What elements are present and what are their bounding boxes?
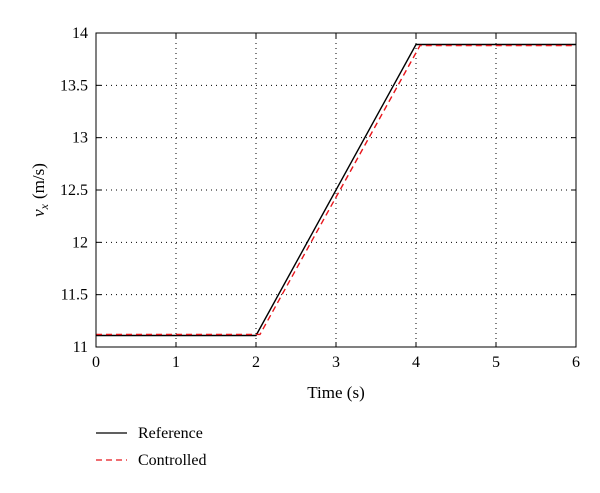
y-tick-labels: 11 11.5 12 12.5 13 13.5 14	[60, 25, 88, 356]
series-lines	[96, 43, 576, 337]
y-tick-label: 13	[72, 130, 88, 147]
y-tick-label: 14	[72, 25, 88, 42]
x-axis-label: Time (s)	[307, 383, 364, 402]
legend: Reference Controlled	[96, 425, 206, 469]
y-axis-label-unit: (m/s)	[29, 163, 48, 199]
x-tick-label: 5	[492, 354, 500, 371]
x-tick-label: 4	[412, 354, 420, 371]
x-tick-label: 6	[572, 354, 580, 371]
x-tick-label: 0	[92, 354, 100, 371]
y-tick-label: 11	[73, 339, 88, 356]
x-tick-label: 3	[332, 354, 340, 371]
legend-label-reference: Reference	[138, 425, 203, 442]
legend-label-controlled: Controlled	[138, 452, 206, 469]
y-tick-label: 12.5	[60, 182, 88, 199]
x-tick-label: 1	[172, 354, 180, 371]
y-tick-label: 13.5	[60, 77, 88, 94]
y-axis-label: vx (m/s)	[29, 163, 51, 217]
x-tick-labels: 0 1 2 3 4 5 6	[92, 354, 580, 371]
series-line-reference	[96, 43, 576, 337]
y-tick-label: 11.5	[61, 287, 88, 304]
y-axis-label-variable: v	[29, 209, 48, 217]
series-line-controlled	[96, 44, 576, 336]
x-tick-label: 2	[252, 354, 260, 371]
tick-marks	[95, 32, 577, 348]
y-axis-label-subscript: x	[37, 203, 51, 210]
y-tick-label: 12	[72, 234, 88, 251]
